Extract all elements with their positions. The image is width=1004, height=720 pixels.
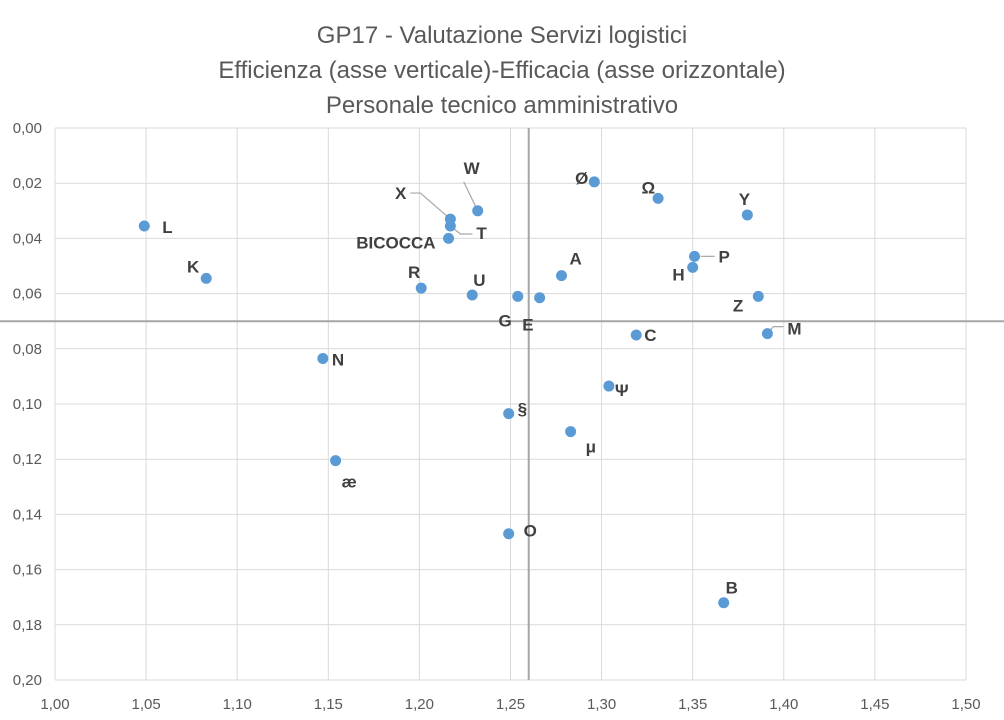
data-point [761, 328, 773, 340]
data-point [603, 380, 615, 392]
point-label: L [162, 218, 172, 237]
data-point [503, 408, 515, 420]
point-label: Ø [575, 169, 588, 188]
x-tick-label: 1,00 [40, 696, 69, 713]
y-tick-label: 0,20 [13, 672, 42, 689]
x-tick-label: 1,50 [951, 696, 980, 713]
y-axis-ticks: 0,00 0,02 0,04 0,06 0,08 0,10 0,12 0,14 0,16 0,18… [13, 120, 42, 689]
x-tick-label: 1,05 [131, 696, 160, 713]
point-label: U [473, 271, 485, 290]
y-tick-label: 0,08 [13, 341, 42, 358]
point-label: § [518, 400, 527, 419]
point-label: æ [342, 473, 357, 492]
point-label: R [408, 263, 420, 282]
y-tick-label: 0,06 [13, 286, 42, 303]
x-tick-label: 1,45 [860, 696, 889, 713]
y-tick-label: 0,12 [13, 451, 42, 468]
point-label: BICOCCA [356, 233, 435, 252]
data-point [415, 282, 427, 294]
point-label: T [476, 224, 487, 243]
data-point [443, 232, 455, 244]
data-point [472, 205, 484, 217]
data-point [317, 352, 329, 364]
point-label: Ψ [615, 381, 629, 400]
x-tick-label: 1,35 [678, 696, 707, 713]
point-label: H [672, 265, 684, 284]
data-point [503, 528, 515, 540]
y-tick-label: 0,04 [13, 230, 42, 247]
point-label: W [464, 159, 481, 178]
point-label: P [719, 247, 730, 266]
x-tick-label: 1,40 [769, 696, 798, 713]
data-point [466, 289, 478, 301]
data-point [588, 176, 600, 188]
x-tick-label: 1,25 [496, 696, 525, 713]
data-point [741, 209, 753, 221]
data-point [752, 290, 764, 302]
point-labels: L K Næ R X T BICOCCA W U G E § O Aμ Ø Ψ C Ω P H B Y Z M [162, 159, 801, 598]
data-point [138, 220, 150, 232]
data-point [330, 455, 342, 467]
point-label: Z [733, 296, 743, 315]
point-label: A [570, 250, 582, 269]
data-point [652, 192, 664, 204]
y-tick-label: 0,02 [13, 175, 42, 192]
y-tick-label: 0,10 [13, 396, 42, 413]
data-point [718, 597, 730, 609]
point-label: E [522, 316, 533, 335]
x-tick-label: 1,20 [405, 696, 434, 713]
point-label: M [787, 320, 801, 339]
x-tick-label: 1,15 [314, 696, 343, 713]
data-point [534, 292, 546, 304]
data-points [138, 176, 773, 609]
reference-lines [0, 128, 1004, 680]
point-label: C [644, 326, 656, 345]
data-point [556, 270, 568, 282]
data-point [565, 426, 577, 438]
y-tick-label: 0,14 [13, 506, 42, 523]
data-point [689, 250, 701, 262]
leader-line [410, 192, 451, 220]
x-axis-ticks: 1,00 1,05 1,10 1,15 1,20 1,25 1,30 1,35 1,40 1,45… [40, 696, 980, 713]
y-tick-label: 0,00 [13, 120, 42, 137]
data-point [687, 261, 699, 273]
data-point [444, 220, 456, 232]
x-tick-label: 1,30 [587, 696, 616, 713]
y-tick-label: 0,16 [13, 562, 42, 579]
point-label: Y [739, 190, 751, 209]
point-label: O [524, 522, 537, 541]
point-label: X [395, 184, 407, 203]
point-label: N [332, 350, 344, 369]
x-tick-label: 1,10 [223, 696, 252, 713]
data-point [630, 329, 642, 341]
gridlines [54, 127, 967, 681]
y-tick-label: 0,18 [13, 617, 42, 634]
chart-title-line-2: Efficienza (asse verticale)-Efficacia (a… [218, 57, 785, 84]
chart-title-line-3: Personale tecnico amministrativo [326, 92, 678, 119]
chart-title-line-1: GP17 - Valutazione Servizi logistici [317, 22, 687, 49]
point-label: G [499, 311, 512, 330]
point-label: B [726, 579, 738, 598]
point-label: μ [586, 438, 596, 457]
point-label: Ω [641, 178, 655, 197]
data-point [512, 290, 524, 302]
data-point [200, 272, 212, 284]
point-label: K [187, 257, 200, 276]
